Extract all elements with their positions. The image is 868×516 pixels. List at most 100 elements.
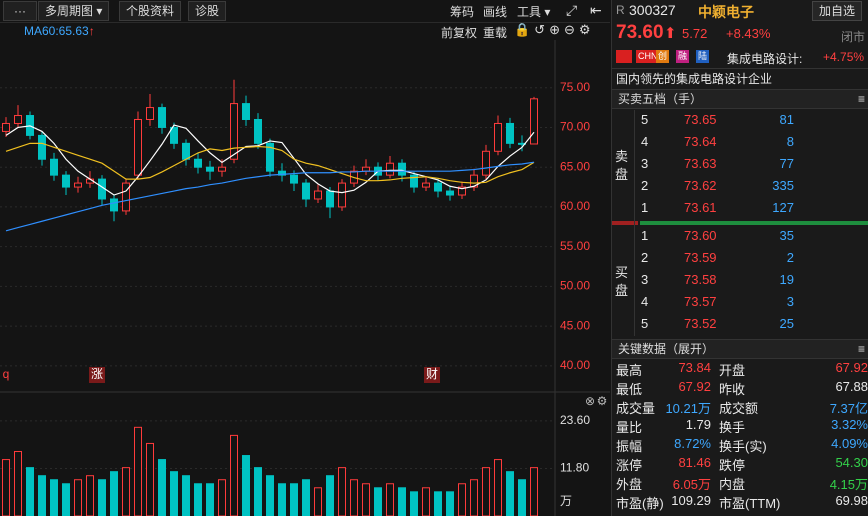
candle-body (458, 186, 466, 196)
y-tick-label: 23.60 (560, 413, 590, 427)
price: 73.65 (684, 112, 717, 127)
volume: 19 (779, 272, 794, 287)
candle-body (170, 126, 178, 144)
key-value: 8.72% (674, 436, 711, 451)
key-value: 67.88 (835, 379, 868, 394)
candle-body (2, 122, 10, 132)
volume-bar (494, 459, 502, 516)
action-adjust[interactable]: 前复权 (441, 26, 478, 40)
change: 5.72 (682, 26, 708, 41)
key-data-header[interactable]: 关键数据（展开） ≡ (612, 339, 868, 359)
volume-bar (26, 467, 34, 516)
key-label: 最高 (616, 363, 643, 378)
icon-expand[interactable]: ⤢ (566, 2, 578, 18)
volume-bar (122, 467, 130, 516)
change-pct: +8.43% (726, 26, 771, 41)
candle-body (14, 115, 22, 124)
volume-bar (278, 483, 286, 516)
key-label: 最低 (616, 382, 643, 397)
volume-bar (194, 483, 202, 516)
icon-collapse[interactable]: ⇤ (590, 2, 602, 18)
volume-bar (50, 479, 58, 516)
volume: 127 (772, 200, 794, 215)
volume-bar (110, 471, 118, 516)
badge: 陆 (696, 50, 710, 63)
volume-bar (86, 475, 94, 516)
candle-body (218, 166, 226, 172)
button-profile[interactable]: 个股资料 (119, 1, 182, 21)
candle-body (482, 150, 490, 176)
stock-name: 中颖电子 (698, 4, 754, 20)
sector: 集成电路设计: (727, 52, 803, 66)
button-diagnose[interactable]: 诊股 (188, 1, 227, 21)
y-tick-label: 45.00 (560, 318, 590, 332)
volume-bar (182, 475, 190, 516)
volume-bar (146, 442, 154, 516)
level: 4 (641, 134, 649, 149)
watch-button[interactable]: 加自选 (812, 1, 862, 21)
volume-bar (242, 455, 250, 516)
volume-bar (62, 483, 70, 516)
marker-bg (424, 367, 440, 383)
candle-body (410, 174, 418, 188)
ma-line (5, 161, 535, 232)
chart-icons[interactable]: 🔒↺⊕⊖⚙ (514, 22, 595, 37)
marker-bg (89, 367, 105, 383)
key-value: 6.05万 (672, 477, 711, 492)
section-title: 买卖五档（手） (618, 92, 703, 106)
price: 73.61 (684, 200, 717, 215)
candle-body (446, 190, 454, 196)
level: 3 (641, 156, 649, 171)
tool-chips[interactable]: 筹码 (450, 5, 475, 19)
action-reload[interactable]: 重载 (483, 26, 508, 40)
key-value: 10.21万 (665, 401, 711, 416)
candle-body (122, 182, 130, 212)
order-book-header[interactable]: 买卖五档（手） ≡ (612, 89, 868, 109)
icon-settings[interactable]: ⚙ (597, 394, 608, 408)
marker: 涨 (91, 366, 103, 381)
button-multi-period[interactable]: 多周期图 ▾ (38, 1, 110, 21)
button-label: 诊股 (195, 4, 220, 18)
volume-bar (506, 471, 514, 516)
divider (612, 68, 868, 69)
candle-body (146, 107, 154, 120)
candle-body (398, 162, 406, 176)
candle-body (230, 103, 238, 160)
tool-tools[interactable]: 工具 ▾ (517, 5, 551, 19)
candle-body (50, 158, 58, 176)
volume-bar (410, 491, 418, 516)
ma-line (5, 142, 535, 184)
ma60-label: MA60:65.63↑ (24, 24, 95, 38)
volume-bar (206, 483, 214, 516)
candle-body (194, 158, 202, 168)
price: 73.62 (684, 178, 717, 193)
icon-close[interactable]: ⊗ (585, 394, 595, 408)
candle-body (38, 134, 46, 160)
key-label: 昨收 (719, 382, 746, 397)
volume-bar (230, 434, 238, 516)
volume-bar (170, 471, 178, 516)
volume-bar (482, 467, 490, 516)
level: 3 (641, 272, 649, 287)
badge: 融 (676, 50, 690, 63)
volume: 25 (779, 316, 794, 331)
volume: 35 (779, 228, 794, 243)
level: 5 (641, 316, 649, 331)
volume-bar (98, 479, 106, 516)
tool-draw[interactable]: 画线 (483, 5, 508, 19)
y-tick-label: 50.00 (560, 279, 590, 293)
candle-body (182, 142, 190, 160)
key-label: 振幅 (616, 439, 643, 454)
candle-body (506, 122, 514, 144)
y-tick-label: 40.00 (560, 358, 590, 372)
key-value: 1.79 (685, 417, 711, 432)
bid-label: 买盘 (615, 265, 629, 298)
volume-bar (422, 487, 430, 516)
key-label: 成交量 (616, 401, 656, 416)
price: 73.57 (684, 294, 717, 309)
menu-button[interactable]: ··· (3, 1, 37, 21)
candle-body (158, 107, 166, 128)
key-value: 4.15万 (829, 477, 868, 492)
volume: 77 (779, 156, 794, 171)
